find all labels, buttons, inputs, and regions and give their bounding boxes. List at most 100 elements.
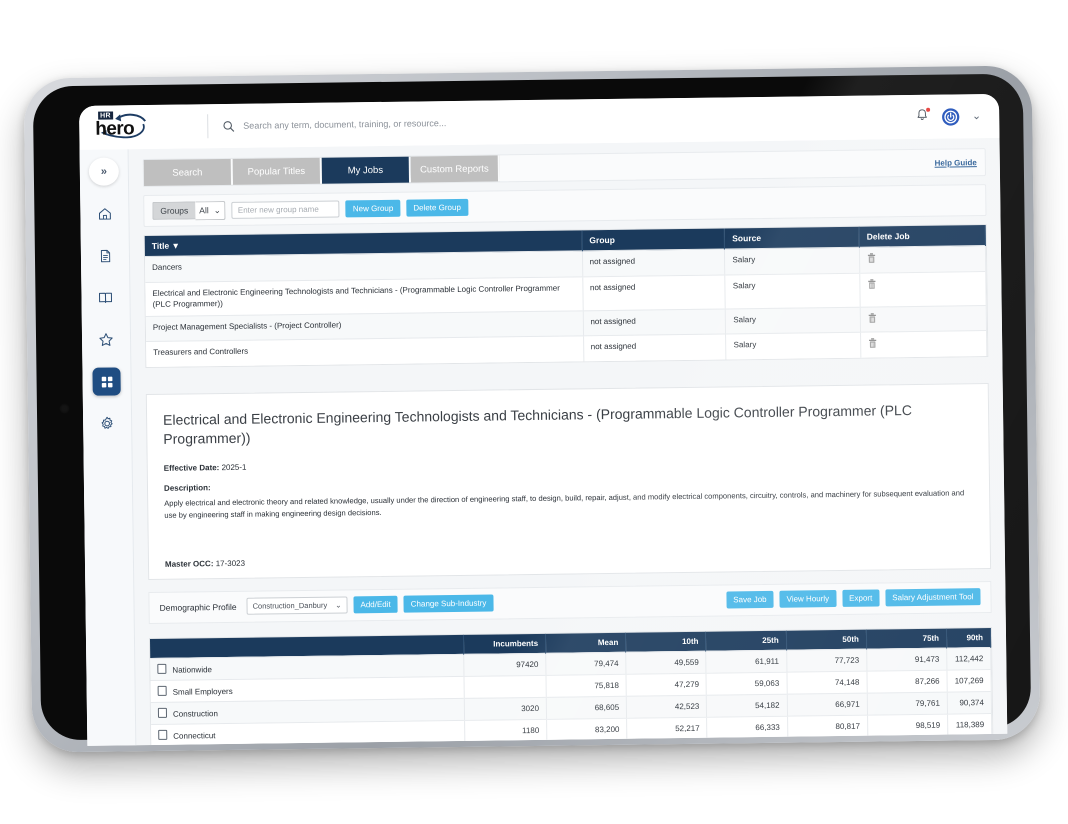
topbar-right-controls: ⌄	[915, 107, 981, 127]
job-detail-card: Electrical and Electronic Engineering Te…	[145, 382, 992, 580]
change-sub-industry-button[interactable]: Change Sub-Industry	[403, 594, 494, 614]
cell-delete	[860, 330, 987, 358]
row-checkbox[interactable]	[157, 663, 167, 674]
sidebar-item-home[interactable]	[90, 199, 118, 227]
column-header-10th: 10th	[625, 631, 707, 653]
new-group-name-input[interactable]	[231, 199, 340, 219]
power-avatar-icon[interactable]	[941, 107, 960, 126]
chevron-down-icon: ⌄	[213, 204, 221, 215]
effective-date: Effective Date: 2025-1	[163, 453, 973, 473]
salary-data-table-card: Incumbents Mean 10th 25th 50th 75th 90th	[148, 626, 994, 746]
cell-p50: 74,148	[786, 671, 868, 695]
new-group-button[interactable]: New Group	[345, 199, 401, 217]
tab-popular-titles[interactable]: Popular Titles	[232, 157, 323, 185]
row-checkbox[interactable]	[158, 729, 168, 740]
trash-icon[interactable]	[867, 252, 876, 263]
notifications-button[interactable]	[915, 107, 930, 126]
cell-title[interactable]: Treasurers and Controllers	[146, 336, 584, 368]
cell-group: not assigned	[582, 308, 726, 337]
sidebar-expand-button[interactable]: »	[88, 157, 120, 186]
tab-custom-reports[interactable]: Custom Reports	[410, 155, 501, 183]
scope-label: Small Employers	[172, 686, 233, 697]
cell-scope: Connecticut	[151, 720, 465, 746]
bell-icon	[917, 108, 927, 120]
scope-label: Construction	[172, 709, 218, 719]
column-header-source[interactable]: Source	[724, 226, 860, 249]
cell-p75: 79,761	[867, 691, 948, 716]
sidebar-item-apps[interactable]	[92, 367, 121, 396]
delete-group-button[interactable]: Delete Group	[406, 198, 468, 217]
column-header-25th: 25th	[705, 630, 787, 652]
row-checkbox[interactable]	[157, 707, 168, 718]
cell-p50: 80,817	[787, 715, 868, 738]
cell-p75: 91,473	[866, 647, 947, 672]
my-jobs-table-card: Title ▼ Group Source Delete Job Dancers …	[143, 224, 989, 369]
action-toolbar-right: Save Job View Hourly Export Salary Adjus…	[726, 588, 981, 609]
tab-my-jobs[interactable]: My Jobs	[321, 156, 412, 184]
cell-title[interactable]: Electrical and Electronic Engineering Te…	[145, 276, 583, 317]
tab-my-jobs-label: My Jobs	[347, 164, 384, 176]
column-header-incumbents: Incumbents	[463, 633, 546, 655]
app-body: »	[79, 137, 1008, 746]
cell-p90: 107,269	[946, 669, 992, 692]
column-header-group[interactable]: Group	[581, 228, 725, 251]
view-hourly-button[interactable]: View Hourly	[779, 590, 837, 609]
effective-date-label: Effective Date:	[163, 462, 220, 473]
trash-icon[interactable]	[867, 278, 876, 289]
groups-filter-select[interactable]: All ⌄	[195, 200, 226, 220]
export-button[interactable]: Export	[842, 589, 880, 608]
cell-mean: 83,200	[546, 718, 628, 741]
trash-icon[interactable]	[868, 338, 877, 349]
master-occ-value: 17-3023	[215, 558, 246, 569]
tab-search[interactable]: Search	[143, 158, 234, 187]
cell-delete	[859, 245, 986, 273]
sidebar-item-documents[interactable]	[91, 241, 119, 269]
row-checkbox[interactable]	[157, 685, 167, 696]
cell-group: not assigned	[582, 274, 726, 311]
groups-toolbar: Groups All ⌄ New Group Delete Group	[143, 184, 987, 228]
notification-badge-dot	[925, 107, 930, 112]
salary-adjustment-tool-button[interactable]: Salary Adjustment Tool	[885, 588, 981, 607]
topbar-divider	[207, 114, 209, 139]
demographic-profile-select[interactable]: Construction_Danbury ⌄	[246, 596, 348, 616]
tab-bar: Search Popular Titles My Jobs Custom Rep…	[142, 148, 986, 188]
cell-p10: 47,279	[626, 673, 707, 697]
sidebar-item-favorites[interactable]	[92, 325, 120, 353]
chevron-down-icon: ⌄	[335, 600, 342, 610]
scope-label: Connecticut	[173, 731, 216, 741]
front-camera	[58, 403, 71, 415]
sidebar-item-settings[interactable]	[93, 409, 121, 437]
cell-p75: 98,519	[867, 713, 948, 737]
gear-icon	[101, 416, 113, 429]
master-occ: Master OCC: 17-3023	[165, 549, 974, 569]
cell-source: Salary	[724, 247, 860, 275]
book-icon	[98, 292, 113, 303]
cell-source: Salary	[725, 272, 861, 309]
account-chevron-down-icon[interactable]: ⌄	[971, 109, 982, 122]
save-job-button[interactable]: Save Job	[726, 591, 774, 609]
sidebar-item-library[interactable]	[91, 283, 119, 311]
cell-delete	[859, 271, 987, 307]
demographic-profile-label: Demographic Profile	[159, 601, 237, 613]
help-guide-link[interactable]: Help Guide	[934, 157, 977, 168]
cell-p50: 66,971	[786, 693, 868, 717]
hr-hero-logo[interactable]: HR hero	[93, 111, 151, 144]
column-header-90th: 90th	[946, 627, 991, 648]
add-edit-button[interactable]: Add/Edit	[353, 596, 398, 614]
cell-p10: 52,217	[626, 717, 708, 740]
column-header-50th: 50th	[786, 629, 867, 651]
table-row[interactable]: Electrical and Electronic Engineering Te…	[145, 271, 987, 317]
tablet-bezel: HR hero	[32, 73, 1032, 746]
my-jobs-table: Title ▼ Group Source Delete Job Dancers …	[144, 225, 988, 368]
cell-p25: 61,911	[706, 650, 787, 674]
table-row[interactable]: Treasurers and Controllers not assigned …	[146, 330, 987, 368]
description-text: Apply electrical and electronic theory a…	[164, 487, 965, 520]
search-input[interactable]	[243, 116, 574, 131]
demographic-profile-value: Construction_Danbury	[252, 601, 328, 612]
cell-delete	[860, 305, 987, 333]
global-search[interactable]	[222, 110, 915, 132]
cell-incumbents: 1180	[464, 719, 547, 742]
table-row[interactable]: Dancers not assigned Salary	[144, 245, 986, 283]
trash-icon[interactable]	[868, 312, 877, 323]
table-row[interactable]: Project Management Specialists - (Projec…	[145, 305, 987, 342]
